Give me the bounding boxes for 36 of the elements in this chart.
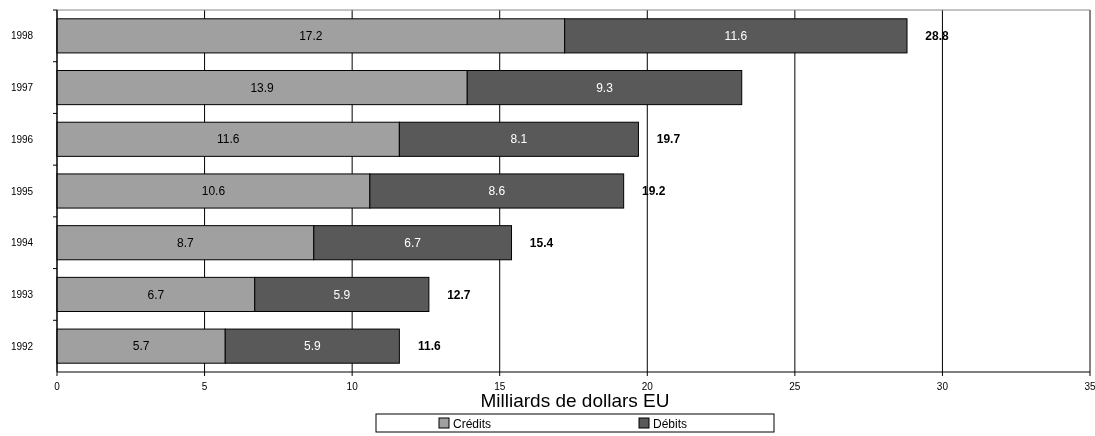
data-label: 6.7 xyxy=(404,235,422,250)
x-tick-label: 5 xyxy=(201,381,208,392)
legend-label: Crédits xyxy=(453,416,492,431)
data-label: 6.7 xyxy=(147,287,165,302)
x-tick-label: 15 xyxy=(494,381,506,392)
x-tick-label: 0 xyxy=(54,381,61,392)
data-label: 5.9 xyxy=(333,287,351,302)
data-label: 5.7 xyxy=(132,339,150,354)
y-tick-label: 1996 xyxy=(10,133,34,145)
total-label: 19.7 xyxy=(656,132,681,147)
total-label: 15.4 xyxy=(529,235,554,250)
x-axis-title: Milliards de dollars EU xyxy=(480,390,670,411)
data-label: 11.6 xyxy=(724,29,748,44)
legend-label: Débits xyxy=(653,416,688,431)
x-tick-label: 25 xyxy=(789,381,801,392)
y-tick-label: 1994 xyxy=(10,237,34,249)
y-tick-label: 1992 xyxy=(10,340,34,352)
data-label: 11.6 xyxy=(216,132,240,147)
total-label: 11.6 xyxy=(418,339,442,354)
data-label: 10.6 xyxy=(201,184,226,199)
data-label: 8.7 xyxy=(177,235,195,250)
data-label: 5.9 xyxy=(303,339,321,354)
x-tick-label: 30 xyxy=(936,381,949,392)
y-tick-label: 1997 xyxy=(10,82,34,94)
data-label: 8.6 xyxy=(488,184,506,199)
x-tick-label: 10 xyxy=(346,381,359,392)
data-label: 13.9 xyxy=(250,80,275,95)
y-tick-label: 1993 xyxy=(10,288,34,300)
data-label: 8.1 xyxy=(510,132,528,147)
x-tick-label: 20 xyxy=(641,381,654,392)
x-tick-label: 35 xyxy=(1084,381,1095,392)
data-label: 17.2 xyxy=(299,29,323,44)
data-label: 9.3 xyxy=(596,80,614,95)
y-tick-label: 1995 xyxy=(10,185,34,197)
total-label: 12.7 xyxy=(447,287,471,302)
y-tick-label: 1998 xyxy=(10,30,34,42)
